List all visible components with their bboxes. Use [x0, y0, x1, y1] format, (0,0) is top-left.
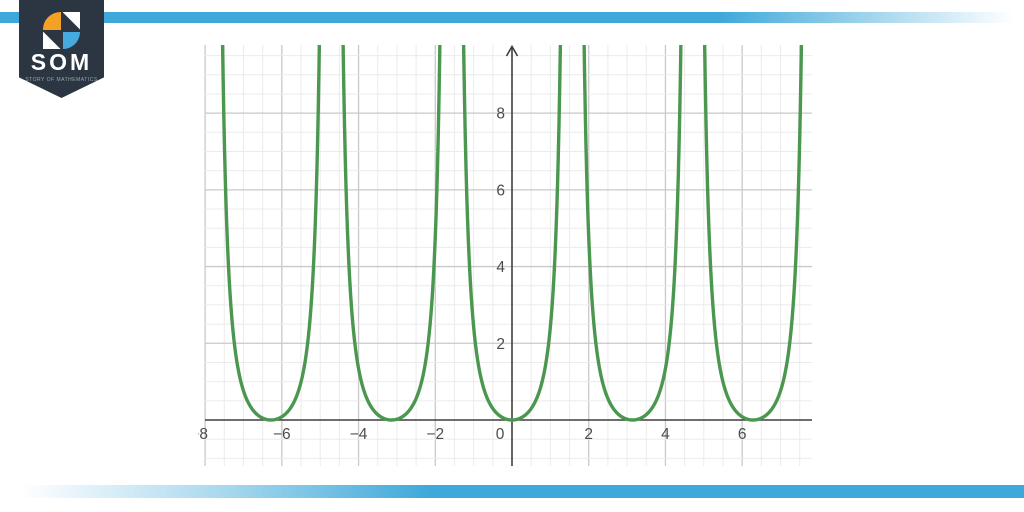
- x-tick-label: 2: [584, 426, 593, 443]
- pinwheel-orange-quarter: [43, 12, 61, 30]
- tan-squared-graph: −8 −6 −4 −2 0 2 4 6 2 4 6 8: [198, 44, 812, 466]
- x-tick-label: −4: [350, 426, 368, 443]
- x-tick-label: −8: [198, 426, 208, 443]
- function-plot: −8 −6 −4 −2 0 2 4 6 2 4 6 8: [198, 42, 814, 470]
- bottom-accent-bar: [0, 485, 1024, 498]
- x-tick-label: 0: [496, 426, 505, 443]
- logo-pinwheel-icon: [43, 12, 80, 49]
- som-logo-banner: SOM STORY OF MATHEMATICS: [19, 0, 104, 98]
- x-tick-label: −2: [426, 426, 444, 443]
- x-tick-label: −6: [273, 426, 291, 443]
- pinwheel-white-triangle-top: [62, 12, 80, 30]
- logo-tagline: STORY OF MATHEMATICS: [25, 77, 98, 83]
- x-tick-label: 6: [738, 426, 747, 443]
- function-curve: [220, 45, 804, 422]
- x-tick-label: 4: [661, 426, 670, 443]
- y-tick-label: 6: [496, 182, 505, 199]
- pinwheel-white-triangle-bottom: [43, 31, 61, 49]
- y-tick-label: 4: [496, 259, 505, 276]
- y-tick-label: 8: [496, 106, 505, 123]
- top-accent-bar: [0, 12, 1024, 23]
- pinwheel-blue-quarter: [62, 31, 80, 49]
- logo-name: SOM: [30, 49, 93, 75]
- y-axis-arrow-icon: [505, 44, 519, 57]
- y-tick-label: 2: [496, 336, 505, 353]
